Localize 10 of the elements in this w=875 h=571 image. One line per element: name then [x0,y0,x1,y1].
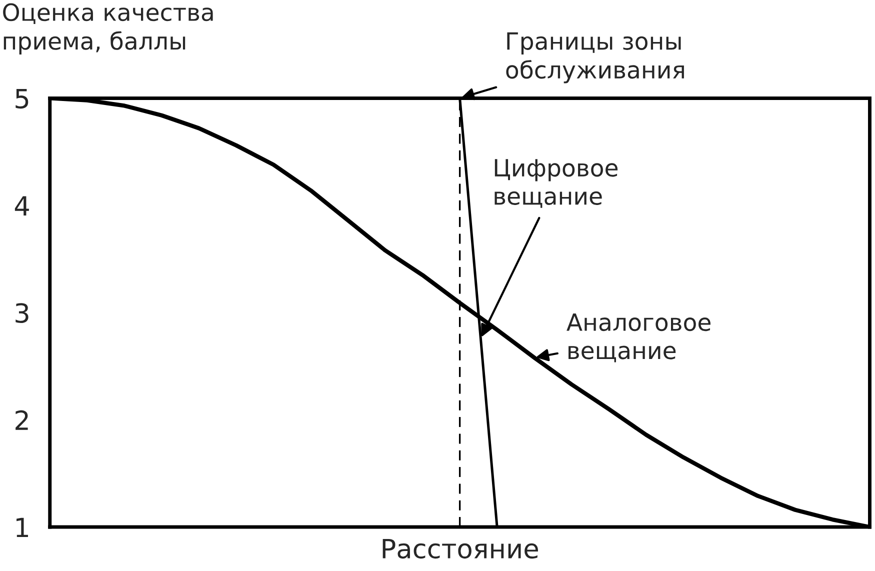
y-tick-label: 1 [16,518,28,538]
y-tick-label: 3 [16,303,28,324]
y-tick-label: 4 [14,196,29,216]
text: Границы зоны обслуживания [506,32,684,84]
y-axis-title: Оценка качества приема, баллы [3,3,213,54]
series-label: Аналоговое вещание [566,314,710,362]
y-tick-label: 2 [16,410,28,430]
series-label: Цифровое вещание [494,159,618,208]
y-tick-label: 5 [16,89,28,109]
x-axis-title: Расстояние [382,538,538,559]
